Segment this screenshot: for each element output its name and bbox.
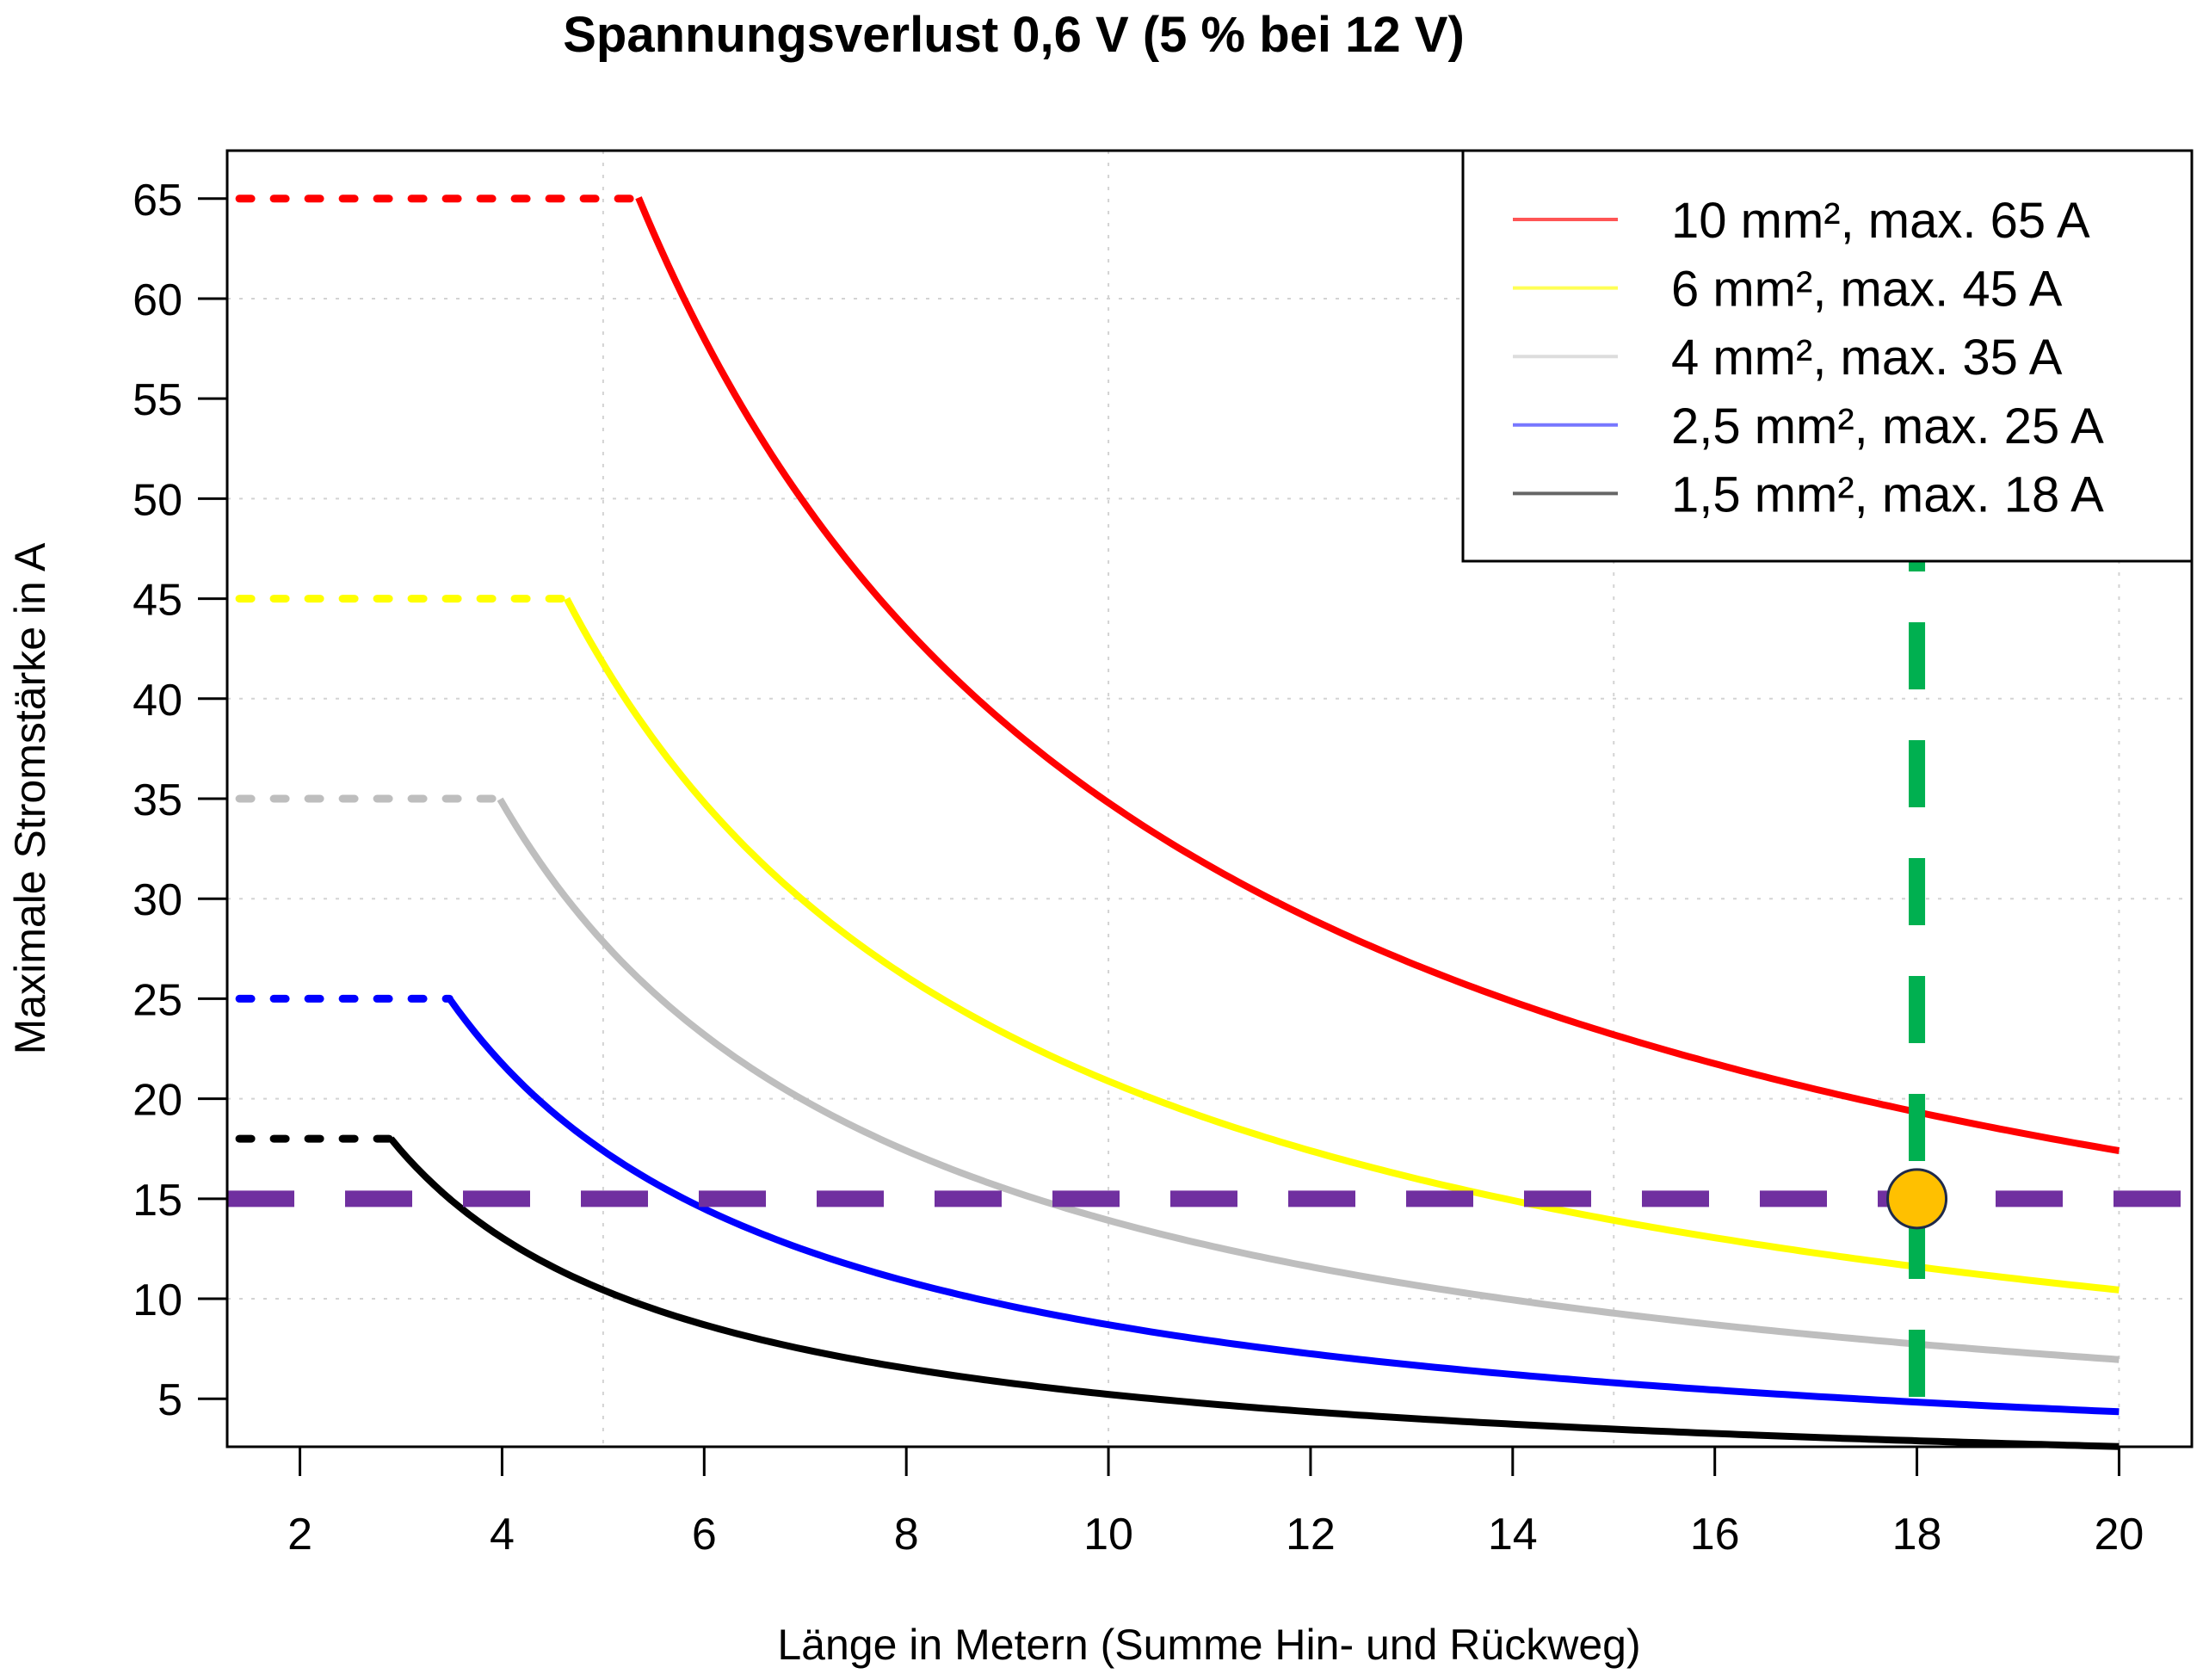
plot-frame [225,149,2194,1448]
x-tick-label: 2 [287,1510,312,1560]
y-tick-label: 5 [157,1375,182,1425]
chart-title: Spannungsverlust 0,6 V (5 % bei 12 V) [563,7,1465,63]
legend-label: 2,5 mm², max. 25 A [1671,398,2104,454]
series-0 [235,195,2120,1154]
series-curve [564,596,2120,1294]
series-lines [235,195,2120,1450]
series-curve [635,196,2120,1154]
x-tick-label: 8 [894,1510,919,1560]
y-tick-label: 45 [133,576,182,626]
y-tick-label: 60 [133,275,182,325]
legend-label: 4 mm², max. 35 A [1671,330,2063,386]
y-tick-label: 20 [133,1076,182,1126]
series-curve [388,1136,2120,1450]
series-curve [497,797,2120,1363]
series-2 [235,794,2120,1363]
y-axis-label: Maximale Stromstärke in A [6,542,54,1054]
series-1 [235,595,2120,1294]
legend-label: 1,5 mm², max. 18 A [1671,466,2104,522]
grid [227,151,2192,1447]
y-tick-label: 10 [133,1275,182,1325]
intersection-marker [1886,1168,1948,1230]
y-tick-label: 15 [133,1176,182,1226]
series-curve [447,997,2120,1416]
y-tick-label: 30 [133,875,182,925]
y-tick-label: 50 [133,475,182,525]
x-axis-label: Länge in Metern (Summe Hin- und Rückweg) [777,1621,1640,1669]
x-tick-label: 10 [1083,1510,1133,1560]
y-tick-label: 40 [133,676,182,726]
y-tick-label: 25 [133,975,182,1025]
x-tick-label: 20 [2095,1510,2144,1560]
x-tick-label: 6 [692,1510,717,1560]
legend-label: 10 mm², max. 65 A [1671,193,2090,249]
x-tick-label: 16 [1690,1510,1740,1560]
x-tick-label: 12 [1286,1510,1336,1560]
y-tick-label: 65 [133,176,182,225]
legend: 10 mm², max. 65 A 6 mm², max. 45 A 4 mm², … [1461,149,2194,563]
series-3 [235,994,2120,1416]
y-tick-label: 35 [133,775,182,825]
axis-ticks: 2 4 6 8 10 12 14 16 18 20 5 10 15 20 25 30 35 40 45 50 55 60 6… [133,176,2144,1560]
x-tick-label: 4 [490,1510,515,1560]
x-tick-label: 14 [1488,1510,1538,1560]
x-tick-label: 18 [1892,1510,1942,1560]
annotations [227,151,2192,1447]
legend-label: 6 mm², max. 45 A [1671,262,2063,318]
y-tick-label: 55 [133,375,182,425]
series-4 [235,1134,2120,1450]
